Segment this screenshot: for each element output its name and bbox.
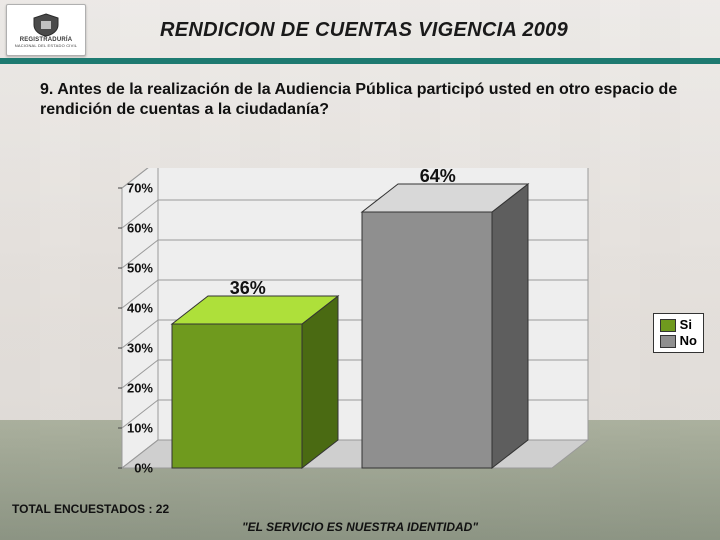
question-text: 9. Antes de la realización de la Audienc… bbox=[40, 80, 690, 120]
y-tick-label: 40% bbox=[127, 301, 153, 316]
bar-value-label: 64% bbox=[420, 166, 456, 187]
y-tick-label: 70% bbox=[127, 181, 153, 196]
bar-chart: Si No 0%10%20%30%40%50%60%70%36%64% bbox=[98, 168, 658, 498]
page-title: RENDICION DE CUENTAS VIGENCIA 2009 bbox=[86, 19, 642, 42]
shield-icon bbox=[31, 13, 61, 37]
legend-swatch-no bbox=[660, 335, 676, 348]
y-tick-label: 30% bbox=[127, 341, 153, 356]
legend-item-si: Si bbox=[660, 317, 697, 333]
y-tick-label: 60% bbox=[127, 221, 153, 236]
logo-subtext: NACIONAL DEL ESTADO CIVIL bbox=[15, 43, 77, 48]
logo: REGISTRADURÍA NACIONAL DEL ESTADO CIVIL bbox=[6, 4, 86, 56]
legend-item-no: No bbox=[660, 333, 697, 349]
y-tick-label: 10% bbox=[127, 421, 153, 436]
y-tick-label: 20% bbox=[127, 381, 153, 396]
y-tick-label: 50% bbox=[127, 261, 153, 276]
legend-label-no: No bbox=[680, 333, 697, 349]
total-surveyed: TOTAL ENCUESTADOS : 22 bbox=[12, 502, 169, 516]
chart-canvas bbox=[98, 168, 658, 498]
legend-swatch-si bbox=[660, 319, 676, 332]
header: REGISTRADURÍA NACIONAL DEL ESTADO CIVIL … bbox=[0, 0, 720, 56]
legend: Si No bbox=[653, 313, 704, 353]
bar-value-label: 36% bbox=[230, 278, 266, 299]
footer-motto: "EL SERVICIO ES NUESTRA IDENTIDAD" bbox=[0, 520, 720, 534]
y-tick-label: 0% bbox=[134, 461, 153, 476]
legend-label-si: Si bbox=[680, 317, 692, 333]
header-divider bbox=[0, 58, 720, 64]
